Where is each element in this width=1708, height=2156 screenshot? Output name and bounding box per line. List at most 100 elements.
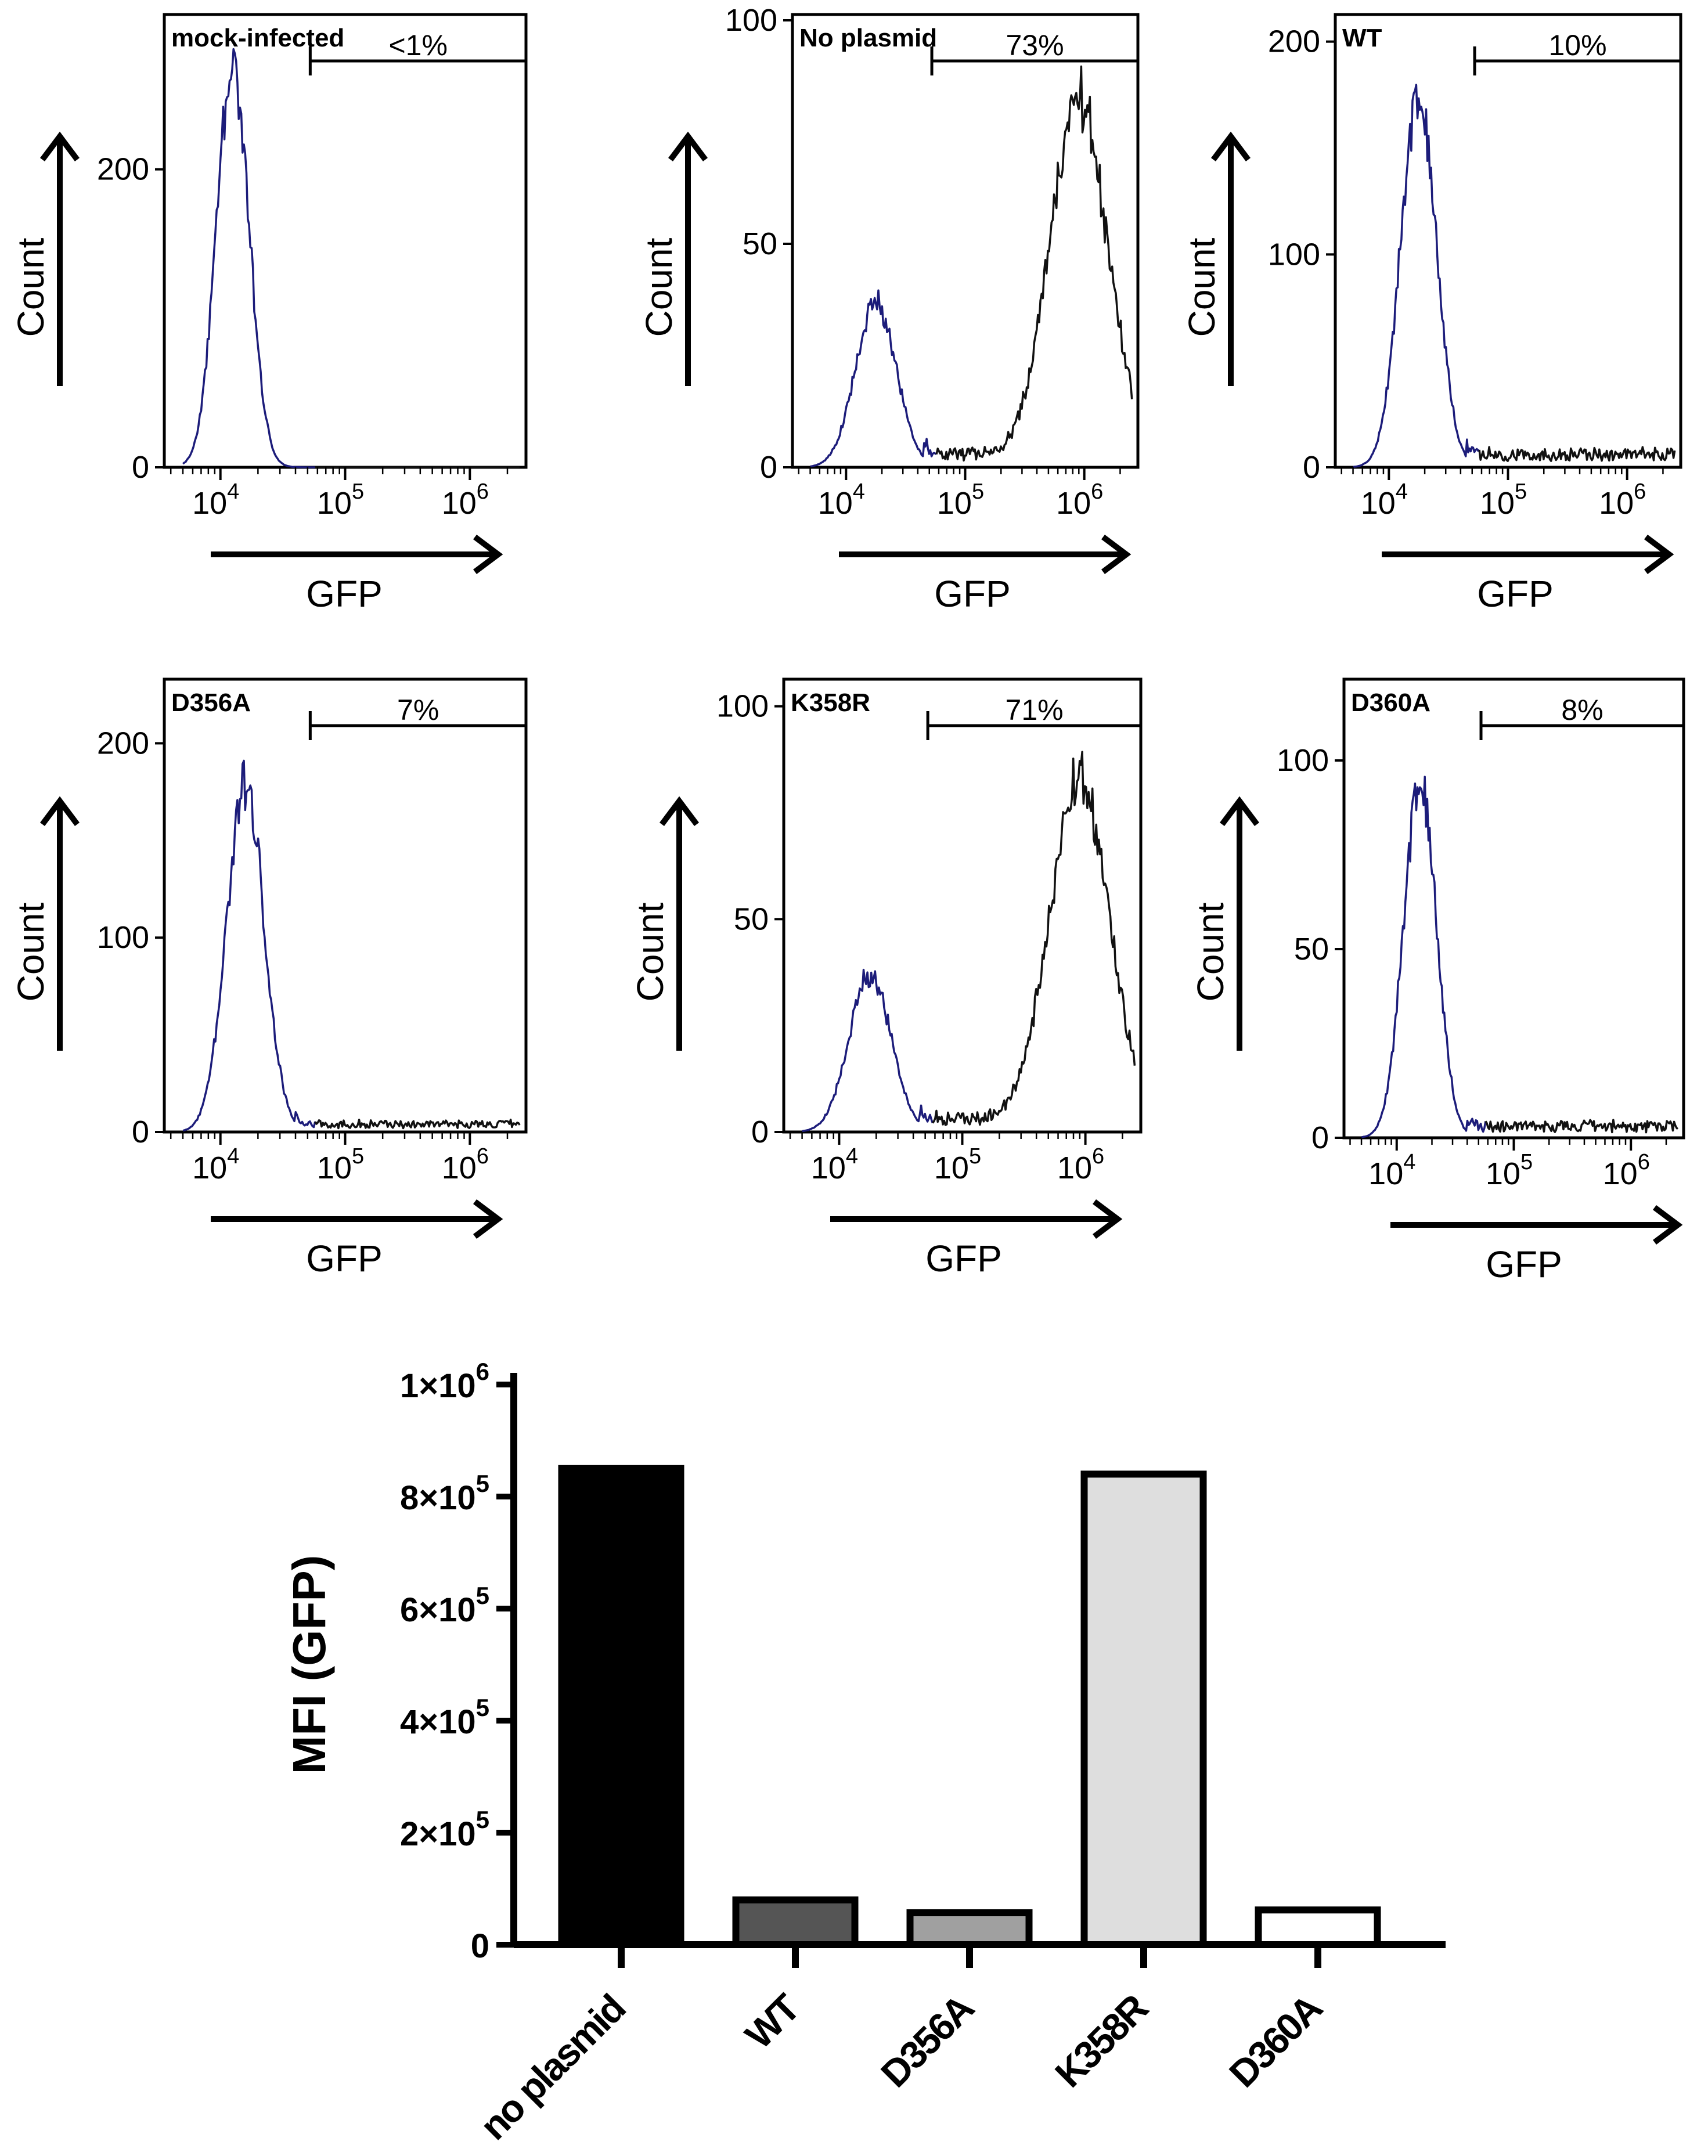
y-axis-label: Count (10, 237, 52, 337)
bar-y-tick-label: 0 (471, 1927, 489, 1965)
x-tick-label: 106 (1056, 479, 1103, 521)
x-tick-label: 105 (1486, 1150, 1533, 1191)
x-tick-label: 104 (192, 479, 239, 521)
bar-d356a (906, 1909, 1033, 1949)
panel-title: No plasmid (799, 24, 937, 52)
bar-no-plasmid (558, 1465, 684, 1948)
bar-y-tick-label: 1×106 (400, 1358, 489, 1405)
histogram-panel-d360a: D360A 8% 0 50 100 104 105 106 GFP Count (1190, 677, 1685, 1285)
y-tick-label: 50 (743, 226, 777, 261)
bar-x-tick-label: no plasmid (471, 1987, 632, 2148)
panel-title: D356A (171, 688, 251, 717)
bar-wt (732, 1896, 859, 1949)
plot-frame (1334, 13, 1682, 469)
x-arrowhead (1093, 1199, 1123, 1239)
gate-percent: 8% (1561, 694, 1603, 726)
y-tick-label: 50 (734, 902, 769, 936)
panel-title: WT (1342, 24, 1382, 52)
x-tick-label: 104 (818, 479, 865, 521)
x-tick-label: 106 (442, 1144, 489, 1185)
y-arrowhead (1220, 796, 1259, 826)
y-axis-label: Count (638, 237, 680, 337)
x-axis-label: GFP (934, 573, 1011, 615)
x-tick-label: 105 (317, 1144, 364, 1185)
y-tick-label: 100 (1268, 237, 1320, 272)
y-tick-label: 100 (1277, 743, 1329, 778)
x-axis-label: GFP (1486, 1243, 1562, 1285)
y-arrowhead (40, 131, 80, 161)
bar-y-axis-label: MFI (GFP) (283, 1555, 335, 1775)
bar-x-tick-label: D360A (1221, 1986, 1330, 2096)
gate-percent: 10% (1548, 29, 1606, 62)
bar-y-tick-label: 4×105 (400, 1694, 489, 1741)
plot-frame (163, 677, 528, 1134)
y-axis-label: Count (629, 902, 671, 1001)
x-arrowhead (1653, 1205, 1683, 1245)
bar-d360a (1255, 1906, 1381, 1948)
x-tick-label: 105 (937, 479, 984, 521)
x-axis-label: GFP (306, 573, 383, 615)
histogram-panel-no-plasmid: No plasmid 73% 0 50 100 104 105 106 GFP Count (638, 3, 1140, 615)
histogram-trace (1353, 84, 1480, 468)
histogram-trace (182, 48, 315, 468)
y-tick-label: 100 (725, 3, 777, 38)
histogram-panel-k358r: K358R 71% 0 50 100 104 105 106 GFP Count (629, 677, 1143, 1279)
x-tick-label: 106 (1603, 1150, 1650, 1191)
y-tick-label: 200 (97, 152, 149, 187)
x-axis-label: GFP (1477, 573, 1554, 615)
histogram-trace-tail (314, 1119, 521, 1130)
x-tick-label: 105 (934, 1144, 981, 1185)
plot-frame (163, 13, 528, 469)
bar-k358r (1080, 1470, 1207, 1948)
x-tick-label: 104 (1361, 479, 1408, 521)
bar-x-tick-label: D356A (873, 1986, 982, 2096)
y-axis-label: Count (1190, 902, 1231, 1001)
histogram-trace-tail (935, 65, 1133, 462)
x-arrowhead (473, 1199, 503, 1239)
y-arrowhead (40, 796, 80, 826)
histogram-trace-tail (932, 751, 1136, 1126)
y-tick-label: 200 (1268, 24, 1320, 59)
plot-frame (1342, 677, 1685, 1140)
x-tick-label: 104 (192, 1144, 239, 1185)
panel-title: D360A (1351, 688, 1430, 717)
y-tick-label: 200 (97, 726, 149, 760)
x-tick-label: 105 (317, 479, 364, 521)
y-tick-label: 0 (1311, 1120, 1329, 1155)
bar-y-tick-label: 8×105 (400, 1470, 489, 1517)
y-axis-label: Count (10, 902, 52, 1001)
y-tick-label: 0 (132, 1115, 149, 1149)
histogram-trace (1361, 776, 1487, 1138)
x-axis-label: GFP (306, 1238, 383, 1279)
x-tick-label: 106 (1599, 479, 1646, 521)
panel-title: K358R (791, 688, 870, 717)
bar-x-tick-label: WT (737, 1986, 808, 2057)
y-tick-label: 100 (716, 689, 769, 724)
y-tick-label: 0 (760, 450, 777, 485)
histogram-trace (802, 968, 934, 1133)
gate-percent: <1% (388, 29, 447, 62)
y-tick-label: 50 (1294, 932, 1329, 967)
histogram-panel-wt: WT 10% 0 100 200 104 105 106 GFP Count (1181, 13, 1682, 615)
mfi-bar-chart: 0 2×105 4×105 6×105 8×105 1×106 MFI (GFP) no pl… (283, 1358, 1446, 2148)
bar-y-tick-label: 6×105 (400, 1582, 489, 1629)
gate-percent: 71% (1006, 694, 1064, 726)
histogram-trace (810, 289, 938, 468)
x-arrowhead (1644, 535, 1674, 574)
y-tick-label: 100 (97, 920, 149, 955)
y-arrowhead (660, 796, 699, 826)
x-axis-label: GFP (925, 1238, 1002, 1279)
histogram-trace-tail (1484, 1119, 1679, 1134)
histogram-trace-tail (1478, 446, 1676, 462)
bar-x-tick-label: K358R (1047, 1986, 1156, 2096)
x-arrowhead (1101, 535, 1132, 574)
y-tick-label: 0 (751, 1115, 769, 1149)
plot-frame (791, 13, 1140, 469)
histogram-panel-mock-infected: mock-infected <1% 0 200 104 105 106 GFP Count (10, 13, 528, 615)
x-tick-label: 106 (1057, 1144, 1104, 1185)
x-tick-label: 104 (1368, 1150, 1415, 1191)
x-tick-label: 105 (1480, 479, 1527, 521)
y-tick-label: 0 (132, 450, 149, 485)
